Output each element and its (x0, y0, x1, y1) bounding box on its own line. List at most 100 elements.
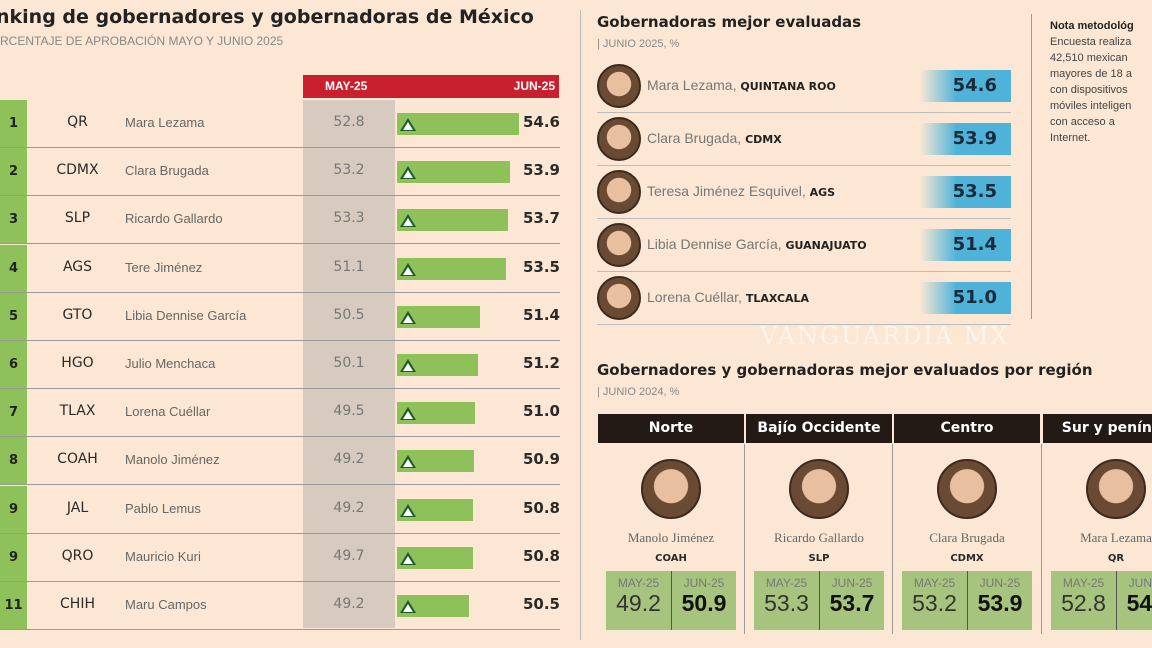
governor-name: Clara Brugada (125, 163, 209, 179)
jun-label: JUN-25 (831, 576, 873, 590)
note-line: Encuesta realiza (1050, 36, 1132, 48)
approval-value: 51.0 (920, 282, 1011, 314)
note-line: 42,510 mexican (1050, 52, 1128, 64)
column-header: MAY-25 JUN-25 (303, 75, 559, 98)
list-item: Lorena Cuéllar, TLAXCALA 51.0 (597, 272, 1011, 325)
governor-name: Mara Lezama (1080, 530, 1152, 545)
may-header: MAY-25 (325, 79, 368, 93)
governor-name: Clara Brugada (929, 530, 1005, 545)
avatar (597, 117, 641, 161)
list-item: Clara Brugada, CDMX 53.9 (597, 113, 1011, 166)
table-row: 4 AGS Tere Jiménez 51.1 53.5 (0, 244, 560, 293)
state: CDMX (745, 133, 782, 146)
jun-value: 50.8 (522, 498, 560, 517)
methodology-note: Nota metodológ Encuesta realiza 42,510 me… (1050, 18, 1134, 146)
jun-label: JUN-25 (979, 576, 1021, 590)
state: AGS (62, 258, 93, 275)
region-card: Sur y penínsu Mara Lezama QR MAY-2552.8 … (1043, 414, 1152, 634)
avatar (1086, 459, 1146, 519)
rank: 4 (0, 244, 27, 292)
may-value: 49.2 (333, 451, 365, 468)
table-row: 7 TLAX Lorena Cuéllar 49.5 51.0 (0, 389, 560, 438)
may-value: 53.2 (912, 590, 957, 616)
regions-subtitle: | JUNIO 2024, % (597, 386, 680, 398)
avatar (641, 459, 701, 519)
jun-value: 51.4 (522, 305, 560, 324)
jun-value: 53.7 (829, 590, 875, 616)
table-row: 11 CHIH Maru Campos 49.2 50.5 (0, 582, 560, 630)
up-arrow-icon (400, 359, 416, 372)
approval-value: 54.6 (920, 70, 1011, 102)
jun-bar (397, 209, 509, 232)
jun-bar (397, 305, 480, 328)
divider (1031, 14, 1032, 319)
rank: 1 (0, 100, 27, 147)
region-card: Bajío Occidente Ricardo Gallardo SLP MAY… (746, 414, 892, 634)
region-header: Sur y penínsu (1043, 414, 1152, 443)
may-value: 49.2 (333, 596, 365, 612)
avatar (597, 223, 641, 267)
may-value: 49.2 (616, 590, 661, 616)
regions-title: Gobernadores y gobernadoras mejor evalua… (597, 361, 1093, 379)
governor-name: Pablo Lemus (125, 500, 201, 516)
state: QUINTANA ROO (740, 80, 836, 93)
jun-bar (397, 450, 474, 473)
table-row: 6 HGO Julio Menchaca 50.1 51.2 (0, 341, 560, 389)
governor-name: Manolo Jiménez (125, 452, 220, 468)
up-arrow-icon (400, 551, 416, 565)
governor-name: Ricardo Gallardo (125, 211, 223, 227)
state: SLP (808, 553, 830, 564)
governor-name: Maru Campos (125, 597, 207, 612)
up-arrow-icon (400, 310, 416, 324)
approval-value: 51.4 (920, 229, 1011, 261)
note-line: mayores de 18 a (1050, 68, 1132, 80)
jun-value: 50.9 (681, 590, 727, 616)
up-arrow-icon (400, 214, 416, 228)
may-value: 50.1 (333, 355, 365, 371)
may-value: 49.7 (333, 547, 365, 564)
governor-name: Ricardo Gallardo (774, 530, 864, 545)
may-value: 49.5 (333, 403, 365, 420)
jun-value: 50.8 (522, 546, 560, 565)
state: TLAX (59, 403, 96, 420)
rank: 6 (0, 341, 27, 388)
jun-value: 53.7 (522, 209, 560, 228)
avatar (597, 276, 641, 320)
may-value: 52.8 (333, 114, 365, 130)
approval-value: 53.5 (920, 176, 1011, 208)
rank: 5 (0, 292, 27, 340)
list-item: Teresa Jiménez Esquivel, AGS 53.5 (597, 166, 1011, 219)
may-label: MAY-25 (765, 576, 808, 590)
state: CDMX (950, 553, 984, 564)
up-arrow-icon (400, 600, 416, 613)
approval-value: 53.9 (920, 123, 1011, 155)
may-value: 53.2 (333, 162, 365, 179)
up-arrow-icon (400, 118, 416, 131)
jun-value: 51.2 (522, 354, 560, 372)
rank: 7 (0, 389, 27, 437)
page-subtitle: RCENTAJE DE APROBACIÓN MAYO Y JUNIO 2025 (0, 34, 284, 48)
governor-name: Lorena Cuéllar, (647, 289, 742, 305)
rank: 2 (0, 148, 27, 196)
table-row: 3 SLP Ricardo Gallardo 53.3 53.7 (0, 196, 560, 245)
may-label: MAY-25 (913, 576, 956, 590)
jun-value: 54.6 (522, 113, 560, 131)
governor-name: Tere Jiménez (125, 259, 203, 275)
jun-bar (397, 354, 478, 376)
jun-value: 51.0 (522, 402, 560, 421)
up-arrow-icon (400, 262, 416, 276)
note-line: con dispositivos (1050, 84, 1128, 96)
state: JAL (66, 499, 89, 516)
may-value: 53.3 (764, 590, 809, 616)
table-row: 8 COAH Manolo Jiménez 49.2 50.9 (0, 437, 560, 486)
state: SLP (64, 210, 91, 227)
list-item: Mara Lezama, QUINTANA ROO 54.6 (597, 60, 1011, 113)
state: GUANAJUATO (785, 239, 867, 252)
may-label: MAY-25 (617, 576, 660, 590)
table-row: 5 GTO Libia Dennise García 50.5 51.4 (0, 292, 560, 341)
rank: 11 (0, 582, 27, 629)
avatar (597, 170, 641, 214)
jun-bar (397, 402, 476, 425)
governor-name: Manolo Jiménez (627, 530, 715, 545)
state: GTO (62, 306, 93, 323)
